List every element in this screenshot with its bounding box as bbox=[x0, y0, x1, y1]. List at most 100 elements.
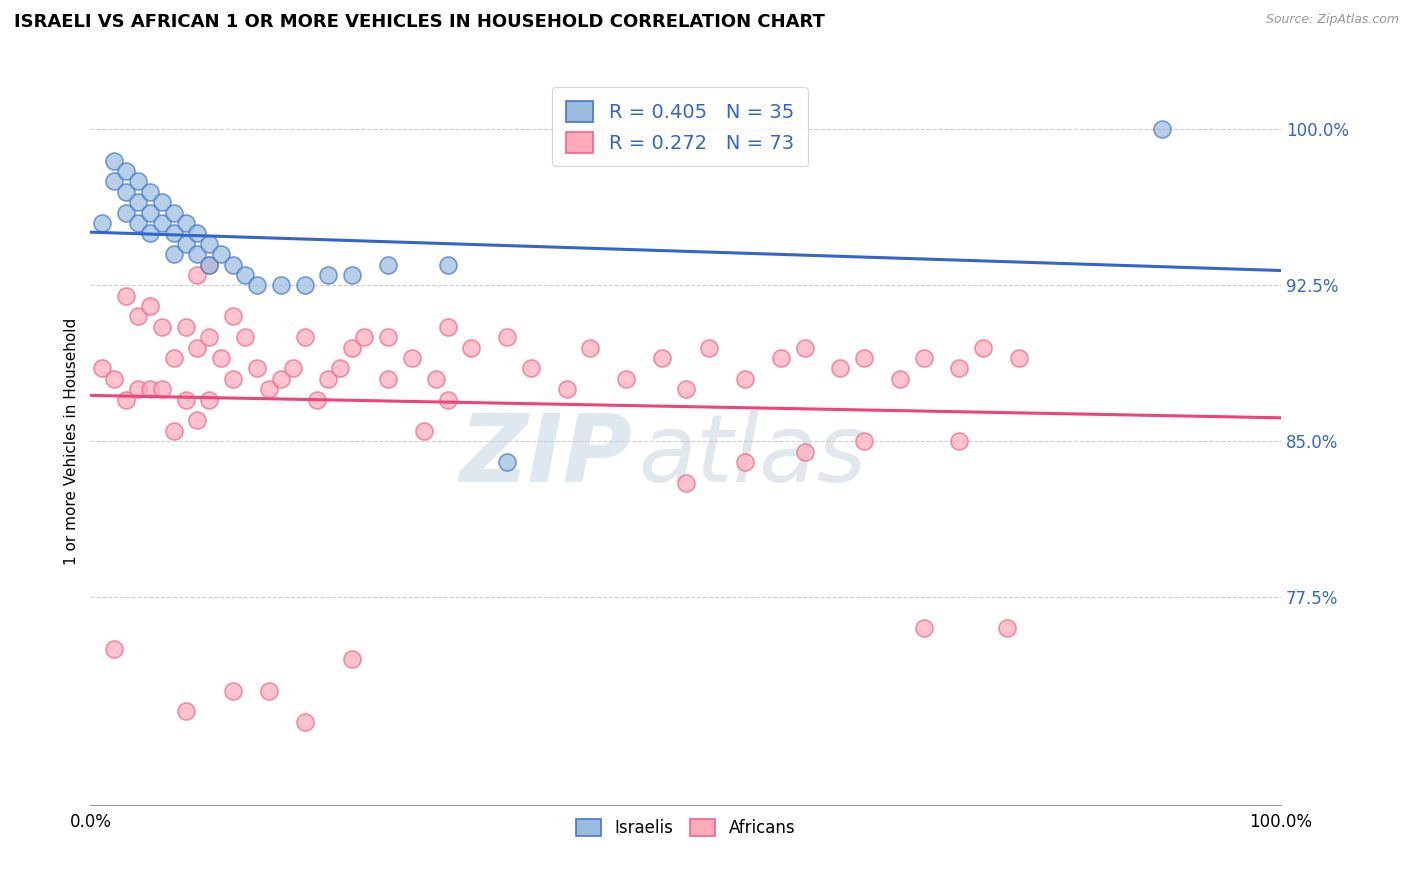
Point bbox=[734, 372, 756, 386]
Point bbox=[948, 361, 970, 376]
Point bbox=[995, 621, 1018, 635]
Point bbox=[91, 216, 114, 230]
Point bbox=[257, 683, 280, 698]
Point bbox=[139, 205, 162, 219]
Point bbox=[342, 341, 364, 355]
Point bbox=[496, 455, 519, 469]
Point bbox=[115, 164, 138, 178]
Point bbox=[174, 216, 197, 230]
Point bbox=[127, 216, 149, 230]
Point bbox=[150, 216, 173, 230]
Point bbox=[103, 174, 125, 188]
Point bbox=[305, 392, 328, 407]
Legend: Israelis, Africans: Israelis, Africans bbox=[569, 813, 801, 844]
Point bbox=[318, 372, 340, 386]
Point bbox=[209, 247, 232, 261]
Point bbox=[163, 247, 186, 261]
Point bbox=[127, 382, 149, 396]
Point bbox=[174, 392, 197, 407]
Point bbox=[614, 372, 637, 386]
Point bbox=[139, 299, 162, 313]
Point bbox=[198, 236, 221, 251]
Point bbox=[222, 372, 245, 386]
Point bbox=[377, 330, 399, 344]
Point bbox=[233, 330, 256, 344]
Point bbox=[163, 424, 186, 438]
Point bbox=[377, 258, 399, 272]
Point bbox=[401, 351, 423, 365]
Point bbox=[163, 351, 186, 365]
Text: atlas: atlas bbox=[638, 410, 866, 501]
Point bbox=[139, 382, 162, 396]
Point bbox=[460, 341, 482, 355]
Point bbox=[342, 268, 364, 282]
Point bbox=[270, 278, 292, 293]
Point bbox=[233, 268, 256, 282]
Point bbox=[222, 683, 245, 698]
Point bbox=[198, 258, 221, 272]
Point bbox=[342, 652, 364, 666]
Point bbox=[377, 372, 399, 386]
Point bbox=[734, 455, 756, 469]
Point bbox=[912, 621, 935, 635]
Point bbox=[948, 434, 970, 449]
Point bbox=[127, 310, 149, 324]
Point bbox=[579, 341, 602, 355]
Point bbox=[174, 705, 197, 719]
Point bbox=[246, 278, 269, 293]
Point bbox=[115, 289, 138, 303]
Point bbox=[115, 185, 138, 199]
Point bbox=[163, 205, 186, 219]
Point bbox=[853, 351, 876, 365]
Point bbox=[1150, 122, 1173, 136]
Point bbox=[246, 361, 269, 376]
Point bbox=[793, 444, 815, 458]
Point bbox=[912, 351, 935, 365]
Point bbox=[115, 205, 138, 219]
Point bbox=[163, 227, 186, 241]
Point bbox=[186, 341, 208, 355]
Point bbox=[127, 195, 149, 210]
Point bbox=[174, 236, 197, 251]
Point bbox=[699, 341, 721, 355]
Point bbox=[318, 268, 340, 282]
Point bbox=[853, 434, 876, 449]
Point bbox=[198, 258, 221, 272]
Point bbox=[793, 341, 815, 355]
Point bbox=[675, 475, 697, 490]
Point bbox=[1008, 351, 1031, 365]
Point bbox=[769, 351, 792, 365]
Point bbox=[198, 392, 221, 407]
Point bbox=[150, 382, 173, 396]
Point bbox=[115, 392, 138, 407]
Point bbox=[329, 361, 352, 376]
Point bbox=[353, 330, 375, 344]
Point bbox=[294, 330, 316, 344]
Point bbox=[186, 227, 208, 241]
Point bbox=[139, 185, 162, 199]
Point bbox=[270, 372, 292, 386]
Point bbox=[139, 227, 162, 241]
Point bbox=[222, 258, 245, 272]
Point bbox=[127, 174, 149, 188]
Point bbox=[198, 330, 221, 344]
Point bbox=[150, 195, 173, 210]
Point bbox=[186, 247, 208, 261]
Y-axis label: 1 or more Vehicles in Household: 1 or more Vehicles in Household bbox=[65, 318, 79, 565]
Point bbox=[186, 268, 208, 282]
Point bbox=[436, 319, 458, 334]
Point bbox=[103, 372, 125, 386]
Point bbox=[425, 372, 447, 386]
Point bbox=[294, 278, 316, 293]
Point bbox=[436, 258, 458, 272]
Point bbox=[412, 424, 434, 438]
Point bbox=[103, 642, 125, 657]
Point bbox=[651, 351, 673, 365]
Text: Source: ZipAtlas.com: Source: ZipAtlas.com bbox=[1265, 13, 1399, 27]
Point bbox=[222, 310, 245, 324]
Point bbox=[496, 330, 519, 344]
Point bbox=[675, 382, 697, 396]
Point bbox=[150, 319, 173, 334]
Point bbox=[830, 361, 852, 376]
Point bbox=[257, 382, 280, 396]
